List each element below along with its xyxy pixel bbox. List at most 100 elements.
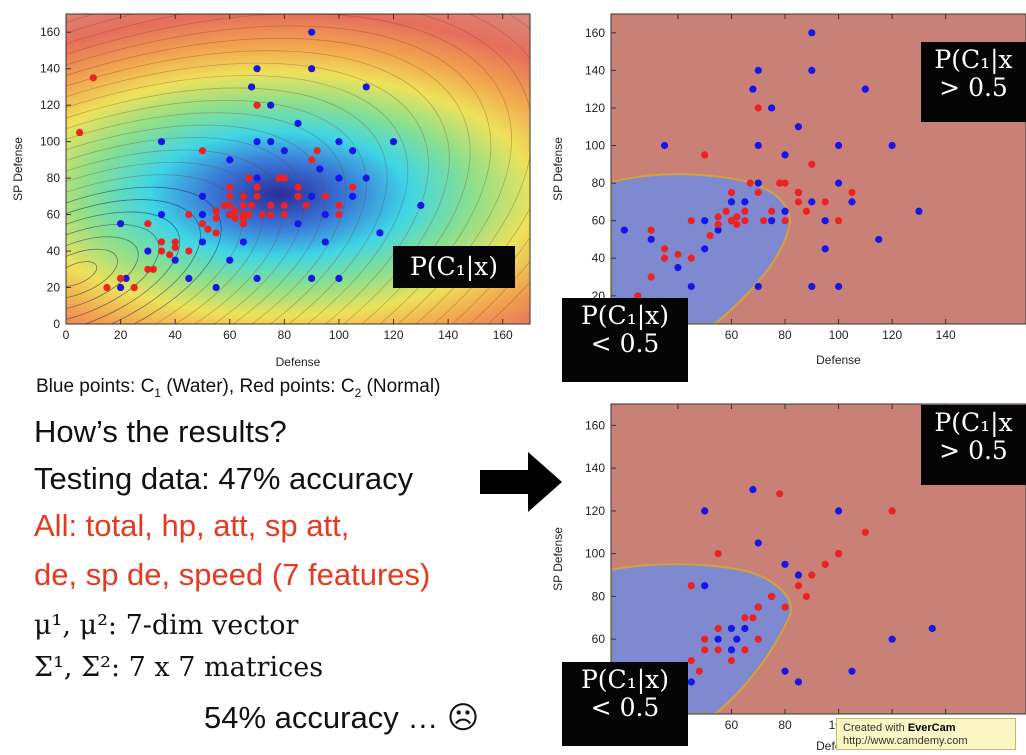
normal-point [701, 635, 709, 643]
water-point [335, 174, 343, 182]
water-point [308, 28, 316, 36]
water-point [834, 179, 843, 187]
contour-line [66, 75, 409, 324]
contour-line [66, 99, 367, 324]
contour-line [66, 149, 284, 324]
normal-point [808, 160, 816, 168]
normal-point [239, 201, 248, 210]
normal-point [727, 188, 736, 197]
normal-point [226, 210, 234, 219]
normal-point [768, 207, 776, 215]
normal-point [185, 247, 193, 255]
scatter-points-2f [620, 29, 923, 300]
normal-point [220, 201, 228, 210]
water-point [888, 635, 896, 643]
water-point [768, 217, 776, 225]
water-point [316, 165, 324, 173]
water-point [821, 217, 829, 225]
contour-line [66, 137, 305, 324]
label-low-line1: P(C₁|x) [580, 301, 669, 330]
water-point [754, 66, 762, 74]
normal-point [308, 156, 316, 164]
water-point [754, 141, 762, 150]
water-point [741, 624, 749, 633]
water-point [701, 582, 709, 590]
normal-point [253, 101, 261, 109]
normal-point [733, 220, 741, 229]
normal-point [239, 214, 248, 222]
y-axis-label: SP Defense [551, 137, 565, 201]
water-point [362, 83, 370, 91]
x-tick-label: 60 [725, 718, 739, 732]
contour-line [66, 223, 160, 324]
overlay-label-text: P(C₁|x) [409, 252, 498, 281]
normal-point [313, 147, 321, 155]
normal-point [687, 217, 695, 225]
normal-point [280, 201, 288, 210]
water-point [239, 238, 248, 246]
y-axis-label: SP Defense [551, 527, 565, 591]
normal-point [781, 603, 789, 611]
normal-point [861, 528, 869, 536]
contour-line [66, 261, 98, 287]
normal-point [794, 188, 803, 197]
x-tick-label: 160 [493, 328, 513, 342]
result-accuracy: 54% accuracy … ☹ [204, 700, 480, 735]
water-point [727, 646, 736, 654]
normal-point [239, 192, 248, 200]
normal-point [231, 207, 239, 215]
normal-point [733, 213, 741, 221]
normal-point [116, 274, 125, 283]
normal-point [741, 646, 749, 654]
label-high-line2: > 0.5 [939, 435, 1008, 465]
x-tick-label: 100 [329, 328, 349, 342]
normal-point [204, 225, 212, 233]
y-tick-label: 160 [585, 26, 605, 40]
water-point [171, 256, 179, 264]
normal-point [749, 614, 757, 622]
x-tick-label: 0 [63, 328, 70, 342]
normal-point [157, 238, 166, 246]
y-tick-label: 160 [40, 25, 60, 39]
y-tick-label: 140 [585, 63, 605, 77]
all-features-line2: de, sp de, speed (7 features) [34, 557, 431, 592]
water-point [417, 201, 425, 210]
normal-point [226, 183, 234, 191]
water-point [687, 282, 695, 291]
water-point [714, 226, 722, 234]
normal-point [768, 592, 776, 601]
water-point [794, 678, 803, 686]
normal-point [294, 183, 302, 191]
x-tick-label: 120 [384, 328, 404, 342]
normal-point [848, 188, 856, 197]
normal-point [302, 201, 310, 210]
water-point [308, 192, 316, 200]
water-point [701, 245, 709, 253]
normal-point [335, 210, 343, 219]
x-axis-label: Defense [276, 355, 321, 369]
normal-point [714, 624, 722, 633]
normal-point [212, 207, 220, 215]
x-tick-label: 40 [168, 328, 182, 342]
label-high-2f: P(C₁|x > 0.5 [921, 42, 1026, 122]
label-high-7f: P(C₁|x > 0.5 [921, 405, 1026, 485]
normal-point [776, 490, 784, 498]
normal-point [171, 238, 179, 246]
water-point [335, 274, 343, 283]
normal-point [130, 283, 138, 292]
x-tick-label: 60 [725, 328, 739, 342]
y-tick-label: 120 [585, 504, 605, 518]
normal-point [253, 192, 261, 200]
normal-point [144, 265, 152, 273]
water-point [212, 283, 220, 292]
y-axis-label: SP Defense [11, 137, 25, 201]
normal-point [245, 210, 253, 219]
label-low-line2: < 0.5 [590, 328, 660, 358]
water-point [848, 667, 856, 675]
normal-point [226, 192, 234, 200]
water-point [749, 85, 757, 93]
water-point [928, 624, 936, 633]
water-point [157, 210, 166, 219]
normal-point [144, 220, 152, 228]
